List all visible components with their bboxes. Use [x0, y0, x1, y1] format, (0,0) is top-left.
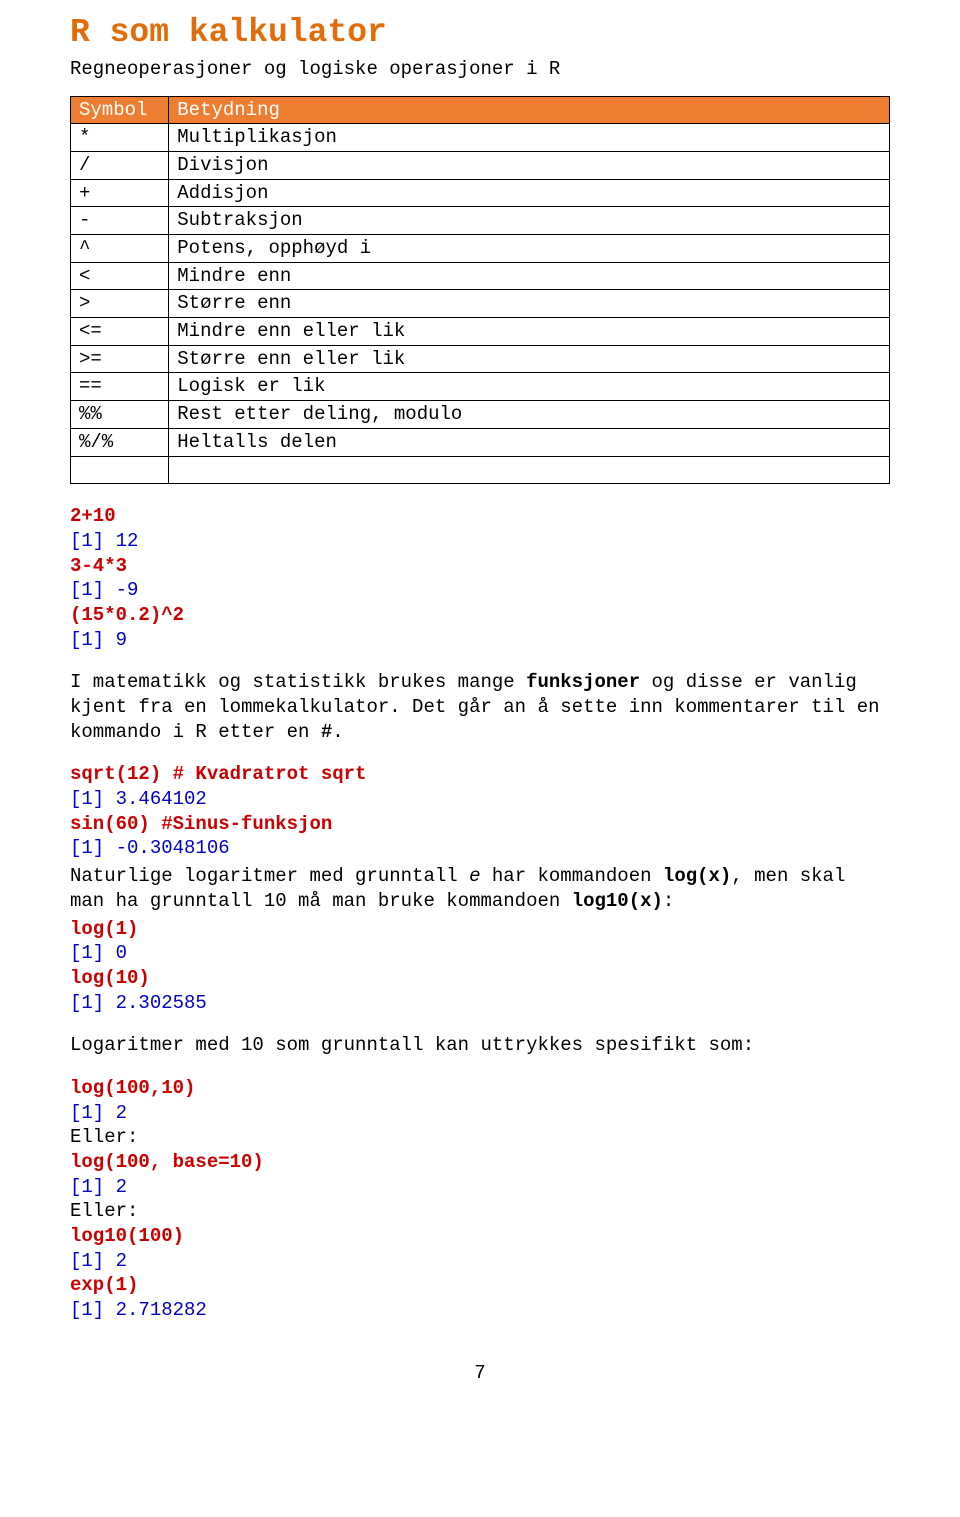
- table-cell-symbol: +: [71, 179, 169, 207]
- text: Eller:: [70, 1199, 890, 1224]
- code-input: log(100,10): [70, 1076, 890, 1101]
- table-cell-symbol: ==: [71, 373, 169, 401]
- table-cell-meaning: Potens, opphøyd i: [169, 235, 890, 263]
- code-output: [1] 12: [70, 529, 890, 554]
- th-symbol: Symbol: [71, 96, 169, 124]
- table-cell-symbol: >=: [71, 345, 169, 373]
- code-input: exp(1): [70, 1273, 890, 1298]
- page-title: R som kalkulator: [70, 12, 890, 55]
- table-cell-symbol: <=: [71, 318, 169, 346]
- table-cell-symbol: %%: [71, 401, 169, 429]
- code-output: [1] 2: [70, 1175, 890, 1200]
- table-cell-symbol: %/%: [71, 428, 169, 456]
- code-output: [1] 2: [70, 1249, 890, 1274]
- text: Naturlige logaritmer med grunntall: [70, 865, 469, 887]
- code-output: [1] 3.464102: [70, 787, 890, 812]
- page-number: 7: [70, 1361, 890, 1386]
- code-input: sin(60) #Sinus-funksjon: [70, 812, 890, 837]
- code-output: [1] 2: [70, 1101, 890, 1126]
- table-cell-symbol: <: [71, 262, 169, 290]
- code-block-2: sqrt(12) # Kvadratrot sqrt [1] 3.464102 …: [70, 762, 890, 861]
- table-cell-meaning: Mindre enn: [169, 262, 890, 290]
- text-bold: log(x): [663, 865, 731, 887]
- table-cell-symbol: >: [71, 290, 169, 318]
- code-block-1: 2+10 [1] 12 3-4*3 [1] -9 (15*0.2)^2 [1] …: [70, 504, 890, 652]
- table-cell-meaning: Rest etter deling, modulo: [169, 401, 890, 429]
- table-cell-meaning: Multiplikasjon: [169, 124, 890, 152]
- table-cell-meaning: [169, 456, 890, 484]
- th-meaning: Betydning: [169, 96, 890, 124]
- table-cell-meaning: Mindre enn eller lik: [169, 318, 890, 346]
- text: I matematikk og statistikk brukes mange: [70, 671, 526, 693]
- page-subtitle: Regneoperasjoner og logiske operasjoner …: [70, 57, 890, 82]
- paragraph-2: Naturlige logaritmer med grunntall e har…: [70, 864, 890, 913]
- code-block-3: log(1) [1] 0 log(10) [1] 2.302585: [70, 917, 890, 1016]
- code-input: log(1): [70, 917, 890, 942]
- paragraph-1: I matematikk og statistikk brukes mange …: [70, 670, 890, 744]
- table-cell-symbol: [71, 456, 169, 484]
- table-cell-meaning: Subtraksjon: [169, 207, 890, 235]
- text: har kommandoen: [480, 865, 662, 887]
- code-output: [1] 0: [70, 941, 890, 966]
- code-output: [1] -9: [70, 578, 890, 603]
- paragraph-3: Logaritmer med 10 som grunntall kan uttr…: [70, 1033, 890, 1058]
- code-input: log10(100): [70, 1224, 890, 1249]
- code-block-4: log(100,10) [1] 2 Eller: log(100, base=1…: [70, 1076, 890, 1323]
- table-cell-symbol: *: [71, 124, 169, 152]
- text-italic: e: [469, 865, 480, 887]
- code-output: [1] -0.3048106: [70, 836, 890, 861]
- table-cell-meaning: Større enn eller lik: [169, 345, 890, 373]
- code-input: (15*0.2)^2: [70, 603, 890, 628]
- code-input: 2+10: [70, 504, 890, 529]
- text-bold: funksjoner: [526, 671, 640, 693]
- text-bold: log10(x): [572, 890, 663, 912]
- table-cell-meaning: Logisk er lik: [169, 373, 890, 401]
- code-input: log(100, base=10): [70, 1150, 890, 1175]
- code-input: sqrt(12) # Kvadratrot sqrt: [70, 762, 890, 787]
- table-cell-meaning: Addisjon: [169, 179, 890, 207]
- text: .: [332, 721, 343, 743]
- text: Eller:: [70, 1125, 890, 1150]
- code-input: log(10): [70, 966, 890, 991]
- code-output: [1] 2.718282: [70, 1298, 890, 1323]
- table-cell-meaning: Heltalls delen: [169, 428, 890, 456]
- table-cell-meaning: Større enn: [169, 290, 890, 318]
- text-bold: #: [321, 721, 332, 743]
- code-input: 3-4*3: [70, 554, 890, 579]
- operators-table: Symbol Betydning *Multiplikasjon/Divisjo…: [70, 96, 890, 485]
- table-cell-symbol: ^: [71, 235, 169, 263]
- code-output: [1] 9: [70, 628, 890, 653]
- table-cell-symbol: /: [71, 151, 169, 179]
- text: :: [663, 890, 674, 912]
- table-cell-meaning: Divisjon: [169, 151, 890, 179]
- code-output: [1] 2.302585: [70, 991, 890, 1016]
- table-cell-symbol: -: [71, 207, 169, 235]
